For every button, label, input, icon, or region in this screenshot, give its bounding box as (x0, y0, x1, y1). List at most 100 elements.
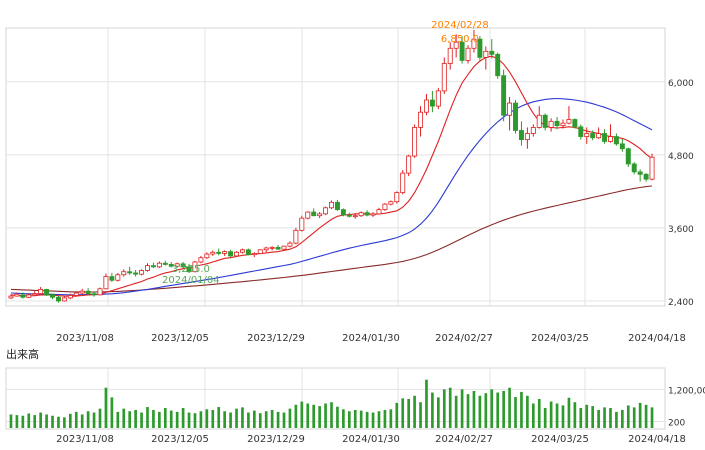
volume-bar (122, 408, 126, 428)
volume-bar (187, 412, 191, 428)
candle-up (435, 90, 441, 107)
candle-down (513, 102, 518, 131)
volume-bar (181, 408, 185, 428)
candle-up (649, 156, 655, 180)
volume-bar (478, 395, 482, 428)
moving-average-long-line (10, 185, 653, 293)
volume-bar (86, 411, 90, 428)
volume-bar (51, 415, 54, 428)
candle-down (216, 251, 222, 254)
candle-down (429, 99, 435, 107)
candle-up (317, 213, 323, 217)
candle-down (625, 148, 631, 165)
high-value-label: 6,850.0 (441, 34, 479, 45)
candle-up (471, 38, 477, 49)
volume-bar (158, 411, 161, 428)
volume-bar (431, 392, 434, 428)
candle-up (67, 295, 73, 299)
volume-bar (502, 390, 505, 428)
candle-up (234, 251, 240, 257)
candle-up (566, 119, 572, 124)
volume-bar (128, 411, 132, 428)
volume-bar (140, 412, 143, 428)
volume-bar (74, 411, 78, 428)
candle-up (536, 114, 542, 128)
candle-up (263, 247, 269, 251)
volume-bar (39, 412, 42, 428)
candle-up (14, 293, 20, 297)
volume-bar (609, 408, 612, 428)
candlesticks (8, 30, 655, 303)
candle-down (133, 272, 139, 275)
volume-bar (508, 387, 511, 428)
volume-bar (413, 395, 416, 428)
volume-bar (407, 399, 411, 428)
volume-bar (531, 403, 535, 428)
volume-bar (92, 412, 96, 428)
candle-up (210, 251, 216, 255)
candle-up (192, 261, 198, 273)
volume-bar (264, 411, 268, 428)
candle-up (73, 292, 79, 296)
volume-bar (603, 407, 606, 428)
volume-bar (383, 409, 387, 428)
volume-bars (9, 379, 654, 428)
volume-x-tick-label: 2024/01/30 (342, 434, 400, 445)
price-x-tick-label: 2024/02/27 (435, 333, 493, 344)
candle-down (186, 266, 192, 273)
candle-up (139, 270, 145, 275)
volume-bar (294, 404, 298, 428)
volume-bar (134, 409, 137, 428)
candle-down (459, 41, 465, 61)
candle-up (38, 288, 44, 295)
volume-bar (98, 408, 102, 428)
volume-bar (537, 399, 541, 428)
candle-up (97, 288, 103, 296)
volume-bar (454, 395, 458, 428)
candle-up (204, 253, 210, 259)
candle-up (483, 50, 489, 58)
price-panel-frame (5, 27, 666, 307)
candle-down (334, 201, 340, 211)
volume-bar (342, 409, 345, 428)
candle-up (251, 253, 257, 256)
candle-up (174, 263, 180, 267)
volume-bar (247, 412, 250, 428)
candle-up (305, 211, 311, 219)
candle-down (572, 119, 578, 128)
volume-y-tick-label: 200 (668, 419, 685, 429)
volume-bar (312, 404, 316, 428)
candle-down (44, 288, 50, 296)
volume-bar (621, 409, 624, 428)
volume-bar (377, 411, 381, 428)
candle-down (91, 293, 97, 296)
volume-x-tick-label: 2023/11/08 (56, 434, 114, 445)
volume-bar (205, 409, 209, 428)
volume-bar (57, 416, 60, 428)
candle-up (121, 271, 127, 276)
volume-bar (644, 404, 648, 428)
volume-bar (27, 413, 31, 428)
candle-down (364, 212, 370, 216)
volume-bar (110, 397, 114, 428)
volume-bar (306, 403, 310, 428)
volume-bar (223, 411, 226, 428)
volume-bar (442, 389, 446, 428)
candle-up (323, 207, 329, 215)
candle-up (293, 229, 299, 244)
volume-gridlines: 1,200,00 200 2023/11/08 2023/12/05 2023/12/2… (6, 368, 705, 445)
candle-up (26, 294, 32, 298)
volume-bar (288, 408, 292, 428)
candle-down (180, 263, 186, 268)
candle-up (453, 41, 459, 49)
volume-x-tick-label: 2024/03/25 (531, 434, 589, 445)
volume-bar (395, 402, 399, 428)
price-y-tick-label: 6,000 (668, 79, 694, 89)
candle-up (145, 265, 150, 271)
candle-down (127, 271, 133, 274)
candle-up (281, 245, 287, 250)
high-date-label: 2024/02/28 (431, 20, 489, 31)
volume-bar (199, 411, 203, 428)
